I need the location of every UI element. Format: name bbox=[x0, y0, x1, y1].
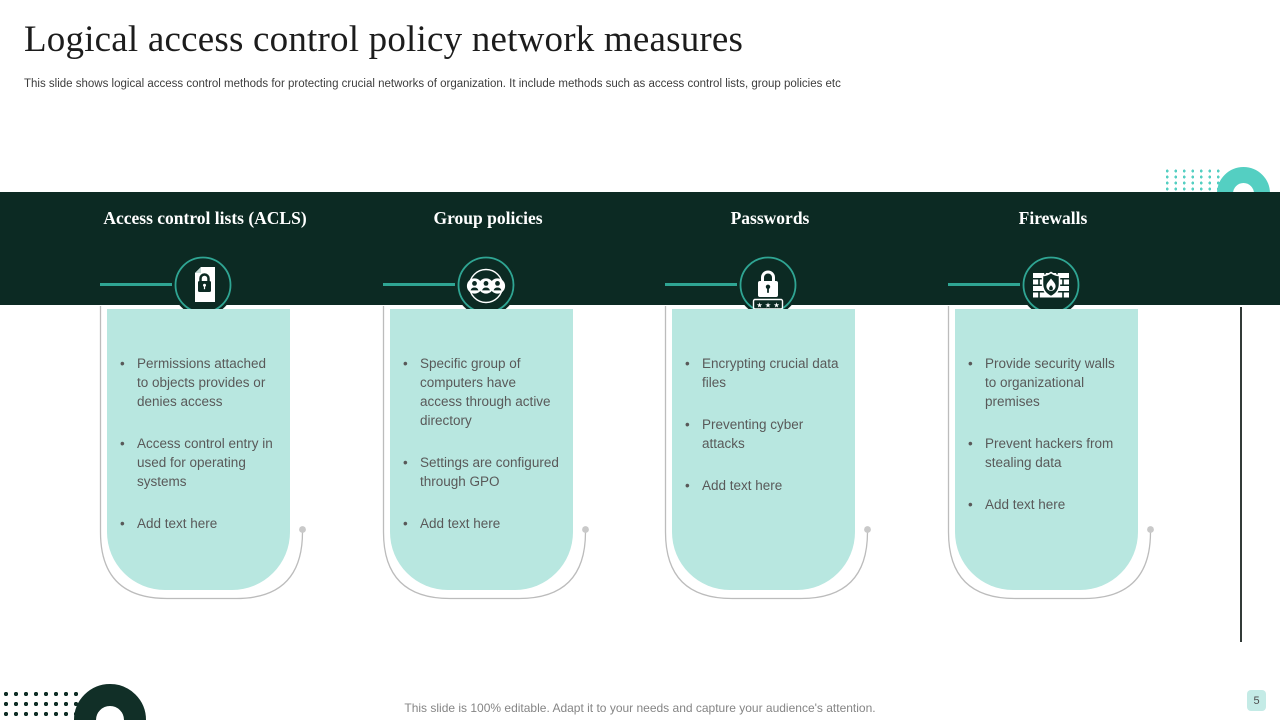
bullet-item: • Encrypting crucial data files bbox=[685, 354, 841, 392]
bullet-item: • Permissions attached to objects provid… bbox=[120, 354, 276, 411]
column-header: Passwords bbox=[730, 208, 810, 228]
column-firewalls: Firewalls bbox=[947, 192, 1159, 622]
footer-note: This slide is 100% editable. Adapt it to… bbox=[404, 701, 876, 715]
bullet-item: • Add text here bbox=[685, 476, 841, 495]
bullet-marker: • bbox=[120, 436, 125, 451]
column-header: Group policies bbox=[433, 208, 543, 228]
bullet-text: Prevent hackers from stealing data bbox=[985, 436, 1114, 470]
bullet-text: Preventing cyber attacks bbox=[702, 417, 804, 451]
card-outline bbox=[99, 306, 306, 600]
bullet-marker: • bbox=[403, 516, 408, 531]
bullet-text: Permissions attached to objects provides… bbox=[137, 356, 267, 409]
connector-line bbox=[948, 283, 1020, 286]
bullet-marker: • bbox=[403, 455, 408, 470]
dot-grid-decoration-top-right bbox=[1163, 168, 1223, 195]
placeholder-text[interactable]: Add text here bbox=[985, 497, 1066, 512]
user-group-icon bbox=[454, 253, 518, 317]
svg-text:★: ★ bbox=[773, 302, 779, 310]
column-group-policies: Group policies bbox=[382, 192, 594, 622]
slide-subtitle: This slide shows logical access control … bbox=[24, 78, 841, 90]
placeholder-text[interactable]: Add text here bbox=[702, 478, 783, 493]
column-header: Firewalls bbox=[1018, 208, 1088, 228]
page-title: Logical access control policy network me… bbox=[24, 19, 744, 60]
placeholder-text[interactable]: Add text here bbox=[420, 516, 501, 531]
firewall-shield-icon bbox=[1019, 253, 1083, 317]
bullet-marker: • bbox=[968, 436, 973, 451]
bullet-marker: • bbox=[968, 356, 973, 371]
bullet-text: Specific group of computers have access … bbox=[420, 356, 551, 428]
bullet-item: • Add text here bbox=[403, 514, 559, 533]
bullet-marker: • bbox=[968, 497, 973, 512]
bullet-marker: • bbox=[120, 516, 125, 531]
document-lock-icon bbox=[171, 253, 235, 317]
column-passwords: Passwords ★ ★ ★ • Encrypting cru bbox=[664, 192, 876, 622]
bullet-marker: • bbox=[120, 356, 125, 371]
content-card: • Provide security walls to organization… bbox=[955, 309, 1138, 590]
bullet-marker: • bbox=[685, 417, 690, 432]
bullet-item: • Prevent hackers from stealing data bbox=[968, 434, 1124, 472]
dot-grid-decoration-bottom-left bbox=[1, 689, 80, 720]
bullet-marker: • bbox=[685, 478, 690, 493]
content-card: • Encrypting crucial data files • Preven… bbox=[672, 309, 855, 590]
card-outline bbox=[947, 306, 1154, 600]
bullet-item: • Settings are configured through GPO bbox=[403, 453, 559, 491]
page-number-badge: 5 bbox=[1247, 690, 1266, 711]
bullet-item: • Access control entry in used for opera… bbox=[120, 434, 276, 491]
bullet-text: Encrypting crucial data files bbox=[702, 356, 839, 390]
svg-text:★: ★ bbox=[765, 302, 771, 310]
bullet-marker: • bbox=[685, 356, 690, 371]
card-outline bbox=[382, 306, 589, 600]
connector-line bbox=[383, 283, 455, 286]
bullet-item: • Preventing cyber attacks bbox=[685, 415, 841, 453]
bullet-text: Settings are configured through GPO bbox=[420, 455, 559, 489]
column-header: Access control lists (ACLS) bbox=[103, 208, 307, 228]
svg-text:★: ★ bbox=[756, 302, 762, 310]
placeholder-text[interactable]: Add text here bbox=[137, 516, 218, 531]
bullet-text: Access control entry in used for operati… bbox=[137, 436, 273, 489]
content-card: • Specific group of computers have acces… bbox=[390, 309, 573, 590]
bullet-item: • Add text here bbox=[120, 514, 276, 533]
bullet-marker: • bbox=[403, 356, 408, 371]
bullet-text: Provide security walls to organizational… bbox=[985, 356, 1115, 409]
bullet-item: • Specific group of computers have acces… bbox=[403, 354, 559, 430]
card-outline bbox=[664, 306, 871, 600]
content-card: • Permissions attached to objects provid… bbox=[107, 309, 290, 590]
padlock-password-icon: ★ ★ ★ bbox=[736, 253, 800, 317]
right-edge-rule bbox=[1240, 307, 1242, 642]
bullet-item: • Provide security walls to organization… bbox=[968, 354, 1124, 411]
connector-line bbox=[665, 283, 737, 286]
connector-line bbox=[100, 283, 172, 286]
bullet-item: • Add text here bbox=[968, 495, 1124, 514]
column-access-control-lists: Access control lists (ACLS) • Permission… bbox=[99, 192, 311, 622]
donut-decoration-bottom-left bbox=[74, 684, 146, 720]
